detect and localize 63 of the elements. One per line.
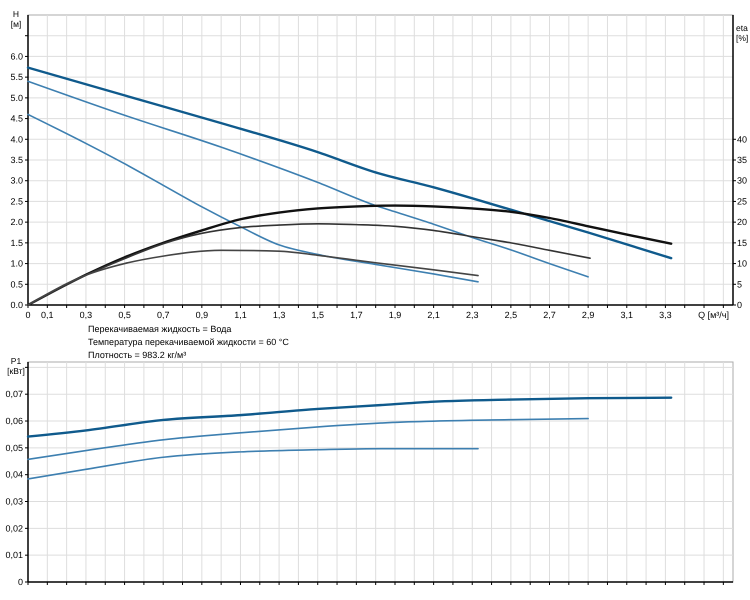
y-tick-label: 5.5 — [10, 72, 23, 82]
y2-tick-label: 20 — [737, 217, 748, 228]
y2-tick-label: 35 — [737, 155, 748, 165]
y2-tick-label: 5 — [737, 279, 742, 290]
y-tick-label: 0.5 — [10, 279, 23, 290]
y-tick-label: 3.5 — [10, 155, 23, 165]
line-series — [27, 114, 479, 283]
x-tick-label: 2,5 — [504, 310, 518, 320]
y2-tick-label: 40 — [737, 134, 748, 144]
x-tick-label: 1,7 — [350, 310, 363, 320]
text: Перекачиваемая жидкость = Вода — [88, 324, 232, 334]
y2-tick-label: 10 — [737, 258, 748, 269]
line-series — [27, 448, 479, 480]
x-tick-label: 0,7 — [156, 310, 170, 320]
x-tick-label: 0,9 — [196, 310, 208, 320]
x-tick-label: 0,5 — [118, 310, 131, 320]
x-tick-label: 0,1 — [41, 310, 54, 320]
x-tick-label: 0,3 — [80, 310, 92, 320]
x-tick-label: 2,9 — [582, 310, 594, 320]
y-tick-label: 1.0 — [10, 258, 23, 269]
y-tick-label: 2.5 — [10, 196, 23, 206]
x-tick-label: 3,3 — [659, 310, 672, 320]
y-tick-label: 4.0 — [10, 134, 23, 144]
y2-tick-label: 30 — [737, 176, 748, 186]
y-tick-label: 4.5 — [10, 114, 23, 124]
x-tick-label: 1,1 — [234, 310, 247, 320]
line-series — [26, 204, 672, 306]
x-tick-label: 2,7 — [543, 310, 556, 320]
y-axis-title: H [м] — [10, 9, 22, 29]
line-series — [27, 250, 479, 306]
y2-tick-label: 0 — [737, 300, 742, 310]
y-tick-label: 6.0 — [10, 51, 23, 62]
y-tick-label: 0,04 — [5, 470, 23, 480]
text: Температура перекачиваемой жидкости = 60 °C — [88, 337, 290, 347]
y-tick-label: 0 — [18, 577, 23, 587]
y-tick-label: 2.0 — [10, 217, 23, 228]
x-tick-label: 0 — [25, 310, 31, 320]
x-tick-label: 2,3 — [466, 310, 479, 320]
y2-axis-title: eta [%] — [736, 23, 748, 43]
y-tick-label: 0,05 — [5, 442, 23, 453]
line-series — [27, 80, 589, 278]
line-series — [26, 396, 672, 438]
y-tick-label: 3.0 — [10, 176, 23, 186]
x-tick-label: 1,3 — [272, 310, 286, 320]
x-tick-label: 1,9 — [388, 310, 402, 320]
x-tick-label: 3,1 — [620, 310, 634, 320]
y-tick-label: 0,07 — [5, 389, 23, 400]
y-tick-label: 0.0 — [10, 300, 23, 310]
y-axis-title: P1 [кВт] — [7, 356, 25, 376]
y-tick-label: 0,06 — [5, 416, 23, 426]
line-series — [27, 418, 589, 460]
text: Плотность = 983.2 кг/м³ — [88, 350, 186, 360]
y2-tick-label: 15 — [737, 238, 748, 248]
x-tick-label: 2,1 — [427, 310, 440, 320]
x-axis-title: Q [м³/ч] — [698, 310, 729, 320]
x-tick-label: 1,5 — [311, 310, 324, 320]
y-tick-label: 0,02 — [5, 523, 23, 534]
y-tick-label: 0,03 — [5, 496, 23, 507]
y-tick-label: 5.0 — [10, 92, 23, 103]
y-tick-label: 0,01 — [5, 550, 23, 560]
y2-tick-label: 25 — [737, 196, 748, 206]
y-tick-label: 1.5 — [10, 238, 23, 248]
line-series — [26, 66, 672, 260]
